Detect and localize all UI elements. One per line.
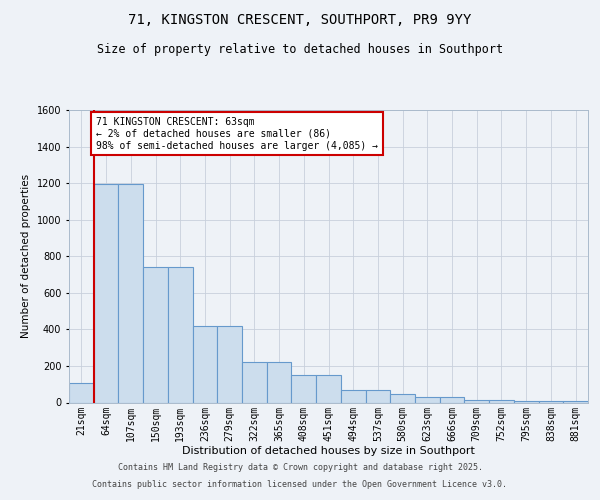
Bar xyxy=(341,390,365,402)
Bar xyxy=(267,362,292,403)
Text: Size of property relative to detached houses in Southport: Size of property relative to detached ho… xyxy=(97,42,503,56)
Text: Contains HM Land Registry data © Crown copyright and database right 2025.: Contains HM Land Registry data © Crown c… xyxy=(118,464,482,472)
Y-axis label: Number of detached properties: Number of detached properties xyxy=(21,174,31,338)
Bar xyxy=(489,400,514,402)
Bar xyxy=(539,400,563,402)
Bar xyxy=(365,390,390,402)
Bar xyxy=(69,384,94,402)
Bar xyxy=(217,326,242,402)
Bar xyxy=(193,326,217,402)
Bar xyxy=(94,184,118,402)
Text: 71, KINGSTON CRESCENT, SOUTHPORT, PR9 9YY: 71, KINGSTON CRESCENT, SOUTHPORT, PR9 9Y… xyxy=(128,12,472,26)
X-axis label: Distribution of detached houses by size in Southport: Distribution of detached houses by size … xyxy=(182,446,475,456)
Bar xyxy=(168,267,193,402)
Bar xyxy=(440,398,464,402)
Bar xyxy=(316,376,341,402)
Bar xyxy=(292,376,316,402)
Text: 71 KINGSTON CRESCENT: 63sqm
← 2% of detached houses are smaller (86)
98% of semi: 71 KINGSTON CRESCENT: 63sqm ← 2% of deta… xyxy=(96,118,378,150)
Bar xyxy=(143,267,168,402)
Bar xyxy=(390,394,415,402)
Bar xyxy=(242,362,267,403)
Bar xyxy=(563,401,588,402)
Bar xyxy=(415,398,440,402)
Text: Contains public sector information licensed under the Open Government Licence v3: Contains public sector information licen… xyxy=(92,480,508,489)
Bar xyxy=(118,184,143,402)
Bar xyxy=(514,400,539,402)
Bar xyxy=(464,400,489,402)
